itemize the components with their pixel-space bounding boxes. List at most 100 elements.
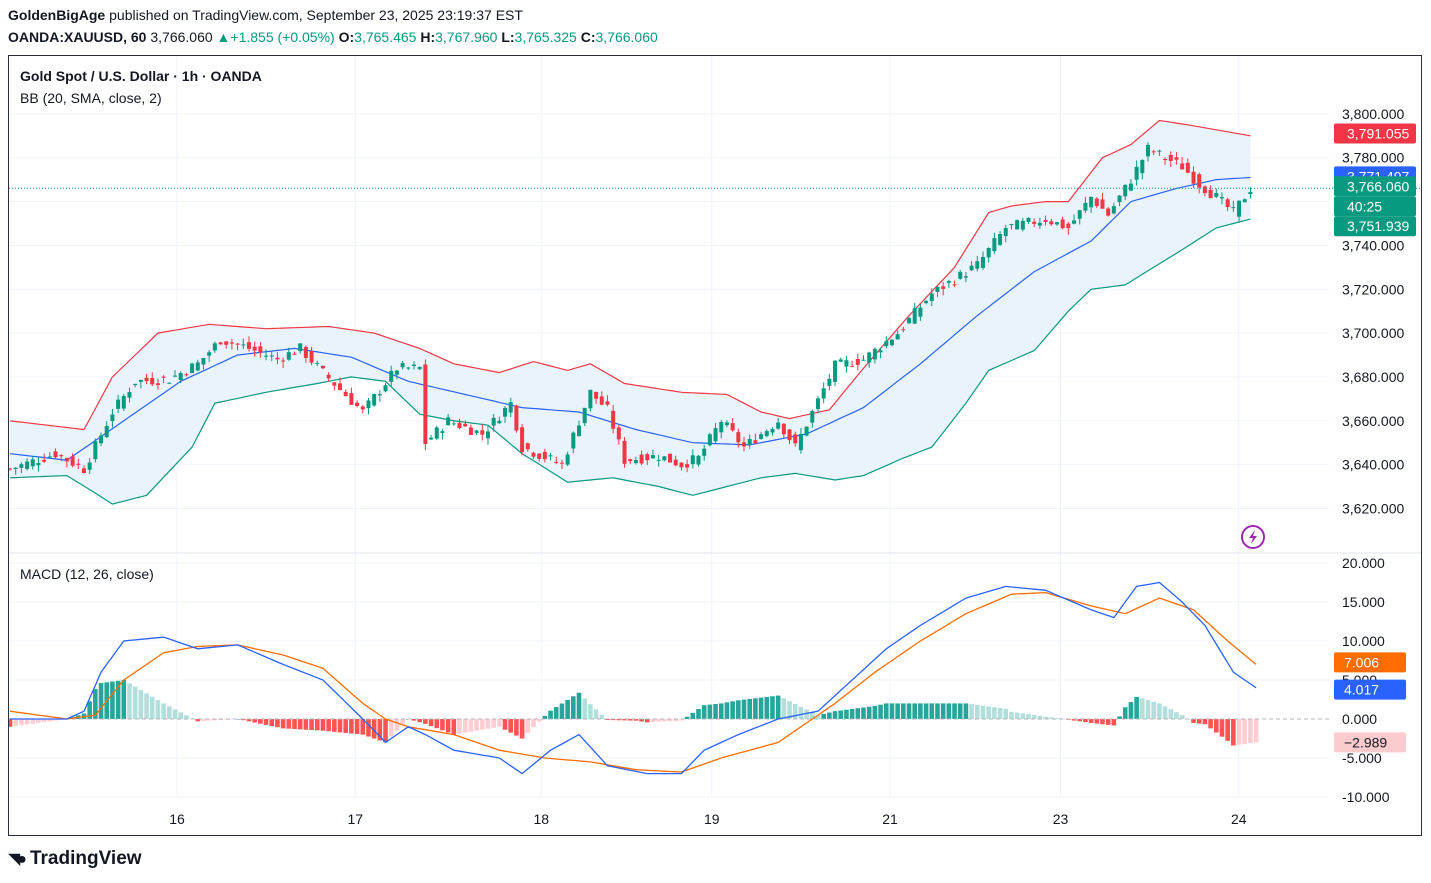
macd-legend[interactable]: MACD (12, 26, close) bbox=[20, 566, 154, 582]
histogram-bar bbox=[388, 719, 394, 737]
candles-group bbox=[9, 142, 1253, 475]
candle-body bbox=[1134, 166, 1139, 180]
close-label: C: bbox=[580, 29, 596, 45]
histogram-bar bbox=[878, 704, 883, 719]
bb-legend[interactable]: BB (20, SMA, close, 2) bbox=[20, 90, 162, 106]
histogram-bar bbox=[656, 719, 661, 722]
candle-body bbox=[138, 380, 143, 382]
histogram-bar bbox=[832, 711, 838, 719]
histogram-bar bbox=[115, 680, 121, 719]
candle-body bbox=[1185, 162, 1190, 173]
macd-label-box bbox=[1334, 732, 1406, 753]
price-tick-label: 3,620.000 bbox=[1342, 500, 1404, 516]
histogram-bar bbox=[1094, 719, 1100, 724]
change-value: +1.855 (+0.05%) bbox=[230, 29, 335, 45]
candle-body bbox=[133, 383, 138, 385]
candle-body bbox=[1231, 207, 1236, 209]
histogram-bar bbox=[218, 719, 223, 721]
candle-body bbox=[400, 363, 405, 368]
histogram-bar bbox=[548, 710, 553, 719]
candle-body bbox=[821, 388, 826, 399]
candle-body bbox=[59, 455, 64, 457]
histogram-bar bbox=[1117, 716, 1122, 719]
candle-body bbox=[582, 407, 587, 424]
histogram-bar bbox=[354, 719, 360, 735]
histogram-bar bbox=[553, 707, 559, 719]
candle-body bbox=[269, 355, 274, 357]
histogram-bar bbox=[132, 686, 138, 719]
histogram-bar bbox=[730, 701, 735, 719]
last-price: 3,766.060 bbox=[150, 29, 213, 45]
candle-body bbox=[212, 343, 217, 351]
chart-frame[interactable]: 3,800.0003,780.0003,760.0003,740.0003,72… bbox=[8, 55, 1422, 836]
chart-svg[interactable]: 3,800.0003,780.0003,760.0003,740.0003,72… bbox=[9, 56, 1421, 835]
candle-body bbox=[258, 346, 263, 353]
time-tick-label: 16 bbox=[169, 811, 185, 827]
price-tick-label: 3,800.000 bbox=[1342, 106, 1404, 122]
histogram-bar bbox=[269, 719, 275, 727]
candle-body bbox=[844, 360, 849, 367]
histogram-bar bbox=[19, 719, 24, 726]
candle-body bbox=[480, 430, 485, 435]
histogram-bar bbox=[889, 703, 895, 719]
histogram-bar bbox=[195, 719, 201, 722]
histogram-bar bbox=[1191, 719, 1196, 723]
candle-body bbox=[315, 362, 320, 364]
histogram-bar bbox=[514, 719, 519, 736]
candle-body bbox=[298, 343, 303, 352]
histogram-bar bbox=[519, 719, 525, 739]
histogram-bar bbox=[144, 693, 149, 719]
histogram-bar bbox=[110, 681, 115, 719]
histogram-bar bbox=[1128, 702, 1134, 719]
histogram-bar bbox=[741, 699, 747, 719]
candle-body bbox=[833, 360, 838, 382]
histogram-bar bbox=[468, 719, 474, 732]
time-tick-label: 24 bbox=[1231, 811, 1247, 827]
price-label-box bbox=[1334, 196, 1416, 217]
signal-line bbox=[9, 591, 1257, 773]
candle-body bbox=[434, 427, 439, 439]
histogram-bar bbox=[36, 719, 41, 723]
histogram-bar bbox=[360, 719, 366, 735]
candle-body bbox=[64, 458, 69, 462]
author-name[interactable]: GoldenBigAge bbox=[8, 7, 106, 23]
histogram-bar bbox=[673, 719, 679, 721]
candle-body bbox=[332, 382, 337, 386]
histogram-bar bbox=[1122, 707, 1128, 719]
histogram-bar bbox=[764, 696, 770, 719]
macd-tick-label: 0.000 bbox=[1342, 711, 1377, 727]
candle-body bbox=[190, 363, 195, 374]
candle-body bbox=[394, 370, 399, 375]
candle-body bbox=[76, 463, 81, 465]
candle-body bbox=[246, 342, 251, 349]
candle-body bbox=[429, 437, 434, 440]
histogram-bar bbox=[576, 692, 582, 719]
candle-body bbox=[127, 392, 132, 398]
candle-body bbox=[1100, 199, 1105, 209]
macd-label-text: 7.006 bbox=[1344, 654, 1379, 670]
histogram-bar bbox=[161, 703, 166, 719]
candle-body bbox=[924, 300, 929, 304]
histogram-bar bbox=[861, 707, 866, 719]
histogram-bar bbox=[582, 698, 587, 719]
candle-body bbox=[377, 394, 382, 396]
candle-body bbox=[70, 456, 75, 466]
histogram-bar bbox=[428, 719, 434, 727]
candle-body bbox=[787, 429, 792, 441]
histogram-bar bbox=[667, 719, 673, 722]
histogram-bar bbox=[946, 703, 952, 719]
histogram-bar bbox=[383, 719, 388, 743]
histogram-bar bbox=[1037, 715, 1043, 719]
candle-body bbox=[525, 443, 530, 450]
tradingview-logo[interactable]: ◥● TradingView bbox=[8, 848, 142, 870]
candle-body bbox=[548, 455, 553, 457]
candle-body bbox=[440, 431, 445, 434]
candle-body bbox=[764, 431, 769, 437]
candle-body bbox=[742, 442, 747, 447]
candle-body bbox=[850, 365, 855, 367]
macd-line bbox=[10, 581, 1257, 775]
histogram-bar bbox=[497, 719, 502, 727]
candle-body bbox=[195, 362, 200, 371]
histogram-bar bbox=[155, 700, 161, 719]
histogram-bar bbox=[9, 719, 13, 727]
